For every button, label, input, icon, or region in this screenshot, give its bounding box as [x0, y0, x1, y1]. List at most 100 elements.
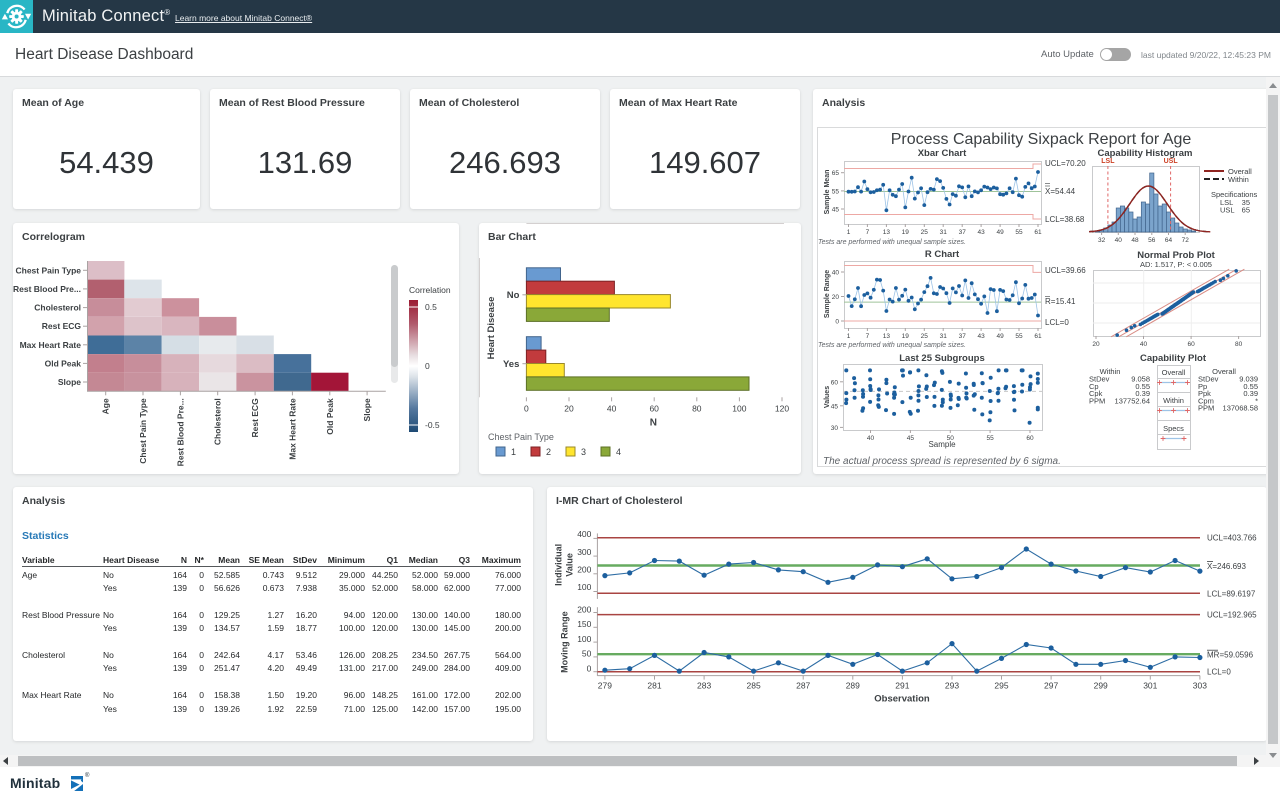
svg-text:48: 48 [1131, 237, 1139, 244]
svg-text:49: 49 [996, 333, 1004, 340]
svg-text:61: 61 [1034, 229, 1042, 236]
svg-text:9.039: 9.039 [1239, 375, 1258, 384]
svg-text:Overall: Overall [1162, 368, 1186, 377]
svg-text:PPM: PPM [1089, 396, 1105, 405]
svg-text:13: 13 [883, 333, 891, 340]
svg-text:Capability Histogram: Capability Histogram [1097, 148, 1192, 159]
svg-text:137068.58: 137068.58 [1223, 404, 1258, 413]
svg-text:35: 35 [1242, 198, 1250, 207]
svg-text:25: 25 [921, 333, 929, 340]
svg-text:Specifications: Specifications [1211, 190, 1258, 199]
svg-text:Old Peak: Old Peak [325, 398, 335, 435]
svg-text:Cpm: Cpm [1198, 396, 1214, 405]
svg-text:Tests are performed with unequ: Tests are performed with unequal sample … [818, 239, 966, 246]
svg-text:Rest Blood Pre...: Rest Blood Pre... [175, 398, 185, 466]
svg-text:LCL=89.6197: LCL=89.6197 [1207, 589, 1256, 598]
svg-text:Observation: Observation [874, 694, 930, 705]
svg-text:301: 301 [1143, 681, 1157, 691]
svg-text:13: 13 [883, 229, 891, 236]
svg-text:45: 45 [907, 435, 915, 442]
svg-text:25: 25 [921, 229, 929, 236]
svg-text:60: 60 [1187, 341, 1195, 348]
svg-text:20: 20 [832, 294, 840, 301]
svg-text:45: 45 [831, 403, 839, 410]
svg-text:LCL=38.68: LCL=38.68 [1045, 215, 1085, 224]
svg-text:MR=59.0596: MR=59.0596 [1207, 651, 1254, 660]
svg-text:4: 4 [616, 447, 621, 457]
svg-text:400: 400 [577, 529, 591, 539]
svg-text:Heart Disease: Heart Disease [486, 297, 497, 360]
svg-text:50: 50 [582, 649, 592, 659]
svg-text:Max Heart Rate: Max Heart Rate [20, 340, 82, 350]
svg-text:No: No [507, 290, 520, 301]
svg-text:7: 7 [866, 333, 870, 340]
svg-text:Rest Blood Pre...: Rest Blood Pre... [13, 284, 81, 294]
svg-text:Max Heart Rate: Max Heart Rate [287, 398, 297, 460]
svg-text:Values: Values [824, 386, 831, 408]
svg-text:UCL=70.20: UCL=70.20 [1045, 159, 1086, 168]
svg-text:Cp: Cp [1089, 382, 1099, 391]
svg-text:31: 31 [940, 333, 948, 340]
svg-text:289: 289 [846, 681, 860, 691]
svg-text:285: 285 [747, 681, 761, 691]
svg-text:StDev: StDev [1089, 375, 1110, 384]
svg-text:Slope: Slope [362, 398, 372, 421]
svg-text:1: 1 [847, 333, 851, 340]
svg-text:1: 1 [511, 447, 516, 457]
svg-text:Capability Plot: Capability Plot [1140, 353, 1207, 364]
svg-text:100: 100 [577, 634, 591, 644]
svg-text:Normal Prob Plot: Normal Prob Plot [1137, 250, 1215, 261]
svg-text:19: 19 [902, 333, 910, 340]
svg-text:0: 0 [587, 664, 592, 674]
svg-text:100: 100 [732, 403, 746, 413]
svg-text:0.5: 0.5 [425, 302, 437, 312]
svg-text:Chest Pain Type: Chest Pain Type [138, 398, 148, 464]
svg-text:USL: USL [1164, 158, 1179, 165]
svg-text:R=15.41: R=15.41 [1045, 297, 1076, 306]
svg-text:Yes: Yes [503, 359, 519, 370]
svg-text:19: 19 [902, 229, 910, 236]
svg-text:Overall: Overall [1212, 367, 1236, 376]
svg-text:100: 100 [577, 582, 591, 592]
svg-text:R Chart: R Chart [925, 249, 960, 260]
svg-text:Chest Pain Type: Chest Pain Type [488, 432, 554, 442]
svg-text:Overall: Overall [1228, 167, 1252, 176]
svg-text:20: 20 [1092, 341, 1100, 348]
svg-text:37: 37 [959, 229, 967, 236]
svg-text:AD: 1.517, P: < 0.005: AD: 1.517, P: < 0.005 [1140, 260, 1212, 269]
svg-text:-0.5: -0.5 [425, 420, 440, 430]
svg-text:N: N [650, 417, 657, 428]
svg-text:LCL=0: LCL=0 [1207, 668, 1231, 677]
svg-text:Value: Value [564, 553, 574, 577]
svg-text:X=54.44: X=54.44 [1045, 187, 1076, 196]
svg-text:The actual process spread is r: The actual process spread is represented… [823, 456, 1061, 467]
svg-text:Chest Pain Type: Chest Pain Type [16, 265, 82, 275]
svg-text:Rest ECG: Rest ECG [42, 321, 82, 331]
svg-text:UCL=192.965: UCL=192.965 [1207, 611, 1257, 620]
svg-text:120: 120 [775, 403, 789, 413]
svg-text:UCL=39.66: UCL=39.66 [1045, 266, 1086, 275]
svg-text:Sample Mean: Sample Mean [824, 170, 831, 215]
svg-text:2: 2 [546, 447, 551, 457]
svg-text:287: 287 [796, 681, 810, 691]
svg-text:0.39: 0.39 [1243, 389, 1258, 398]
svg-text:0: 0 [425, 361, 430, 371]
svg-text:PPM: PPM [1198, 404, 1214, 413]
svg-text:Within: Within [1228, 175, 1249, 184]
svg-text:55: 55 [986, 435, 994, 442]
svg-text:200: 200 [577, 565, 591, 575]
svg-text:X=246.693: X=246.693 [1207, 562, 1246, 571]
svg-text:72: 72 [1182, 237, 1190, 244]
svg-text:Old Peak: Old Peak [45, 358, 82, 368]
svg-text:61: 61 [1034, 333, 1042, 340]
svg-text:0.55: 0.55 [1135, 382, 1150, 391]
svg-text:3: 3 [581, 447, 586, 457]
svg-text:Within: Within [1163, 396, 1184, 405]
svg-text:0: 0 [835, 319, 839, 326]
svg-text:50: 50 [947, 435, 955, 442]
svg-text:0: 0 [524, 403, 529, 413]
svg-text:293: 293 [945, 681, 959, 691]
svg-text:31: 31 [940, 229, 948, 236]
svg-text:Last 25 Subgroups: Last 25 Subgroups [899, 353, 985, 364]
svg-text:37: 37 [959, 333, 967, 340]
